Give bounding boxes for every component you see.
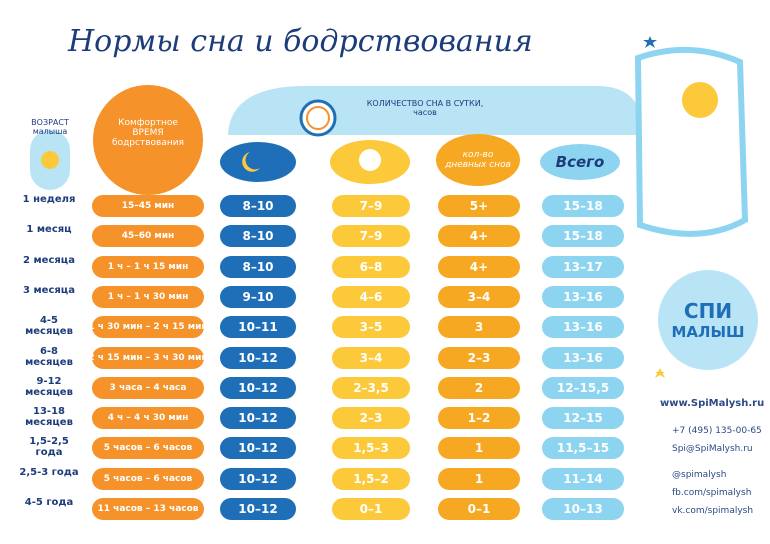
naps: 4+ xyxy=(438,255,520,278)
age: 13-18 месяцев xyxy=(25,406,73,429)
day-sleep: 1,5–2 xyxy=(332,467,410,490)
day-sleep: 2–3,5 xyxy=(332,376,410,399)
naps: 3 xyxy=(438,316,520,339)
naps: 1 xyxy=(438,437,520,460)
day-sleep: 7–9 xyxy=(332,195,410,217)
night-sleep: 10–12 xyxy=(220,467,296,490)
awake-time: 11 часов – 13 часов xyxy=(92,498,204,520)
naps: 1 xyxy=(438,467,520,490)
email[interactable]: Spi@SpiMalysh.ru xyxy=(672,444,753,454)
title: Нормы сна и бодрствования xyxy=(68,24,533,59)
total-sleep: 13–16 xyxy=(542,346,624,369)
awake-time: 45–60 мин xyxy=(92,225,204,248)
night-sleep: 10–12 xyxy=(220,407,296,430)
day-sleep: 3–5 xyxy=(332,316,410,339)
naps: 2–3 xyxy=(438,346,520,369)
day-sleep: 7–9 xyxy=(332,225,410,248)
age: 1 неделя xyxy=(22,194,76,205)
age: 1,5-2,5 года xyxy=(29,436,69,459)
awake-time: 1 ч – 1 ч 30 мин xyxy=(92,285,204,308)
total-header: Всего xyxy=(555,153,605,171)
age: 2 месяца xyxy=(23,254,75,266)
total-sleep: 13–16 xyxy=(542,316,624,339)
day-sleep: 1,5–3 xyxy=(332,437,410,460)
total-sleep: 13–17 xyxy=(542,255,624,278)
logo-top: СПИ xyxy=(683,299,733,323)
total-sleep: 15–18 xyxy=(542,225,624,248)
awake-time: 5 часов – 6 часов xyxy=(92,437,204,460)
age: 9-12 месяцев xyxy=(25,375,73,398)
site[interactable]: www.SpiMalysh.ru xyxy=(660,398,765,409)
awake-time: 5 часов – 6 часов xyxy=(92,467,204,490)
age: 4-5 года xyxy=(24,497,74,508)
naps: 1–2 xyxy=(438,407,520,430)
total-sleep: 13–16 xyxy=(542,285,624,308)
night-sleep: 8–10 xyxy=(220,255,296,278)
logo: СПИ МАЛЫШ xyxy=(662,282,754,358)
age: 2,5-3 года xyxy=(19,466,79,478)
facebook[interactable]: fb.com/spimalysh xyxy=(672,488,752,498)
night-sleep: 10–12 xyxy=(220,498,296,520)
naps: 3–4 xyxy=(438,285,520,308)
night-sleep: 9–10 xyxy=(220,285,296,308)
total-sleep: 10–13 xyxy=(542,498,624,520)
age: 3 месяца xyxy=(23,284,75,296)
vk[interactable]: vk.com/spimalysh xyxy=(672,506,754,516)
instagram[interactable]: @spimalysh xyxy=(672,470,727,480)
total-sleep: 12–15 xyxy=(542,407,624,430)
night-sleep: 10–12 xyxy=(220,376,296,399)
awake-time: 1 ч 30 мин – 2 ч 15 мин xyxy=(88,316,208,339)
naps: 2 xyxy=(438,376,520,399)
naps-header: кол-во дневных снов xyxy=(445,150,511,170)
awake-time: 4 ч – 4 ч 30 мин xyxy=(92,407,204,430)
night-sleep: 10–12 xyxy=(220,437,296,460)
naps: 0–1 xyxy=(438,498,520,520)
sleep-header: КОЛИЧЕСТВО СНА В СУТКИ, часов xyxy=(366,99,484,117)
naps: 5+ xyxy=(438,195,520,217)
day-sleep: 4–6 xyxy=(332,285,410,308)
total-sleep: 12–15,5 xyxy=(542,376,624,399)
night-sleep: 10–11 xyxy=(220,316,296,339)
night-sleep: 8–10 xyxy=(220,225,296,248)
awake-time: 1 ч – 1 ч 15 мин xyxy=(92,255,204,278)
age: 4-5 месяцев xyxy=(25,315,73,338)
phone: +7 (495) 135-00-65 xyxy=(672,426,762,436)
awake-header: Комфортное ВРЕМЯ бодрствования xyxy=(112,118,184,148)
day-sleep: 3–4 xyxy=(332,346,410,369)
age: 6-8 месяцев xyxy=(25,345,73,368)
total-sleep: 15–18 xyxy=(542,195,624,217)
day-sleep: 6–8 xyxy=(332,255,410,278)
awake-time: 15–45 мин xyxy=(92,195,204,217)
awake-time: 3 часа – 4 часа xyxy=(92,376,204,399)
total-sleep: 11,5–15 xyxy=(542,437,624,460)
night-sleep: 10–12 xyxy=(220,346,296,369)
awake-time: 2 ч 15 мин – 3 ч 30 мин xyxy=(88,346,208,369)
night-sleep: 8–10 xyxy=(220,195,296,217)
age-header: ВОЗРАСТ малыша xyxy=(31,118,69,136)
day-sleep: 0–1 xyxy=(332,498,410,520)
logo-bottom: МАЛЫШ xyxy=(671,323,745,341)
day-sleep: 2–3 xyxy=(332,407,410,430)
total-sleep: 11–14 xyxy=(542,467,624,490)
naps: 4+ xyxy=(438,225,520,248)
age: 1 месяц xyxy=(26,224,72,236)
